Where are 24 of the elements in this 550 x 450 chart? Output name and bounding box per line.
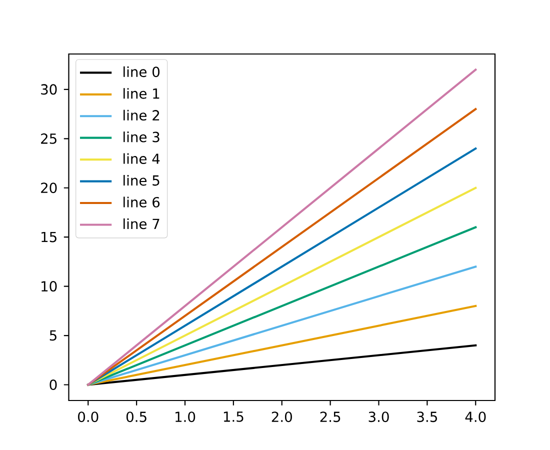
legend-label: line 5 bbox=[124, 174, 160, 186]
x-tick-label: 3.0 bbox=[368, 412, 389, 422]
x-tick-label: 0.0 bbox=[78, 412, 98, 422]
legend-label: line 4 bbox=[124, 153, 160, 164]
y-tick-label: 15 bbox=[42, 232, 56, 242]
x-tick-label: 2.0 bbox=[272, 412, 292, 422]
legend-label: line 1 bbox=[124, 88, 160, 99]
x-tick-label: 1.0 bbox=[176, 412, 196, 422]
x-tick-label: 0.5 bbox=[126, 412, 146, 422]
y-tick-label: 0 bbox=[50, 380, 57, 390]
y-tick-label: 20 bbox=[41, 182, 57, 194]
y-tick-label: 5 bbox=[50, 330, 56, 341]
legend-label: line 6 bbox=[124, 196, 160, 208]
y-tick-label: 25 bbox=[41, 133, 56, 144]
y-tick-label: 10 bbox=[42, 281, 57, 292]
x-tick-label: 2.5 bbox=[320, 412, 340, 422]
legend-label: line 7 bbox=[124, 218, 160, 230]
x-tick-label: 4.0 bbox=[465, 412, 486, 422]
legend-label: line 2 bbox=[124, 110, 160, 121]
legend-label: line 0 bbox=[124, 66, 160, 78]
x-tick-label: 1.5 bbox=[224, 412, 244, 422]
legend-label: line 3 bbox=[124, 132, 160, 142]
y-tick-label: 30 bbox=[41, 84, 57, 95]
x-tick-label: 3.5 bbox=[417, 412, 437, 422]
